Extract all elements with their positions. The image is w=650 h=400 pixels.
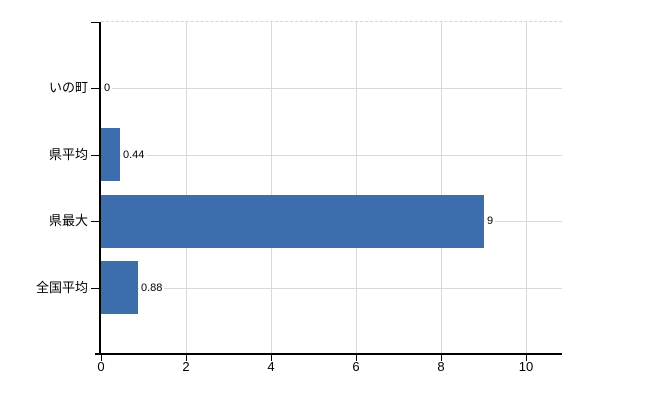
y-axis-tick (91, 22, 99, 23)
y-axis-tick (91, 155, 99, 156)
category-label: 県平均 (48, 147, 88, 162)
y-axis-tick (91, 88, 99, 89)
category-label: 県最大 (48, 213, 88, 228)
y-axis-tick (91, 288, 99, 289)
x-tick-label: 4 (267, 359, 275, 374)
category-label: いの町 (48, 80, 88, 95)
bar (101, 128, 120, 181)
x-axis-tick (441, 355, 442, 361)
x-tick-label: 10 (518, 359, 534, 374)
gridline-vertical (271, 22, 272, 354)
plot-top-border (101, 21, 562, 22)
category-label: 全国平均 (35, 280, 88, 295)
y-axis-tick (91, 221, 99, 222)
x-axis-tick (271, 355, 272, 361)
x-axis-tick (526, 355, 527, 361)
bar-value-label: 0.44 (121, 148, 147, 162)
gridline-vertical (356, 22, 357, 354)
bar-value-label: 0 (102, 81, 113, 95)
x-axis-line (95, 353, 562, 355)
x-axis-tick (186, 355, 187, 361)
x-tick-label: 2 (182, 359, 190, 374)
x-axis-tick (101, 355, 102, 361)
x-tick-label: 8 (437, 359, 445, 374)
x-axis-tick (356, 355, 357, 361)
gridline-horizontal (101, 155, 562, 156)
bar-value-label: 9 (485, 214, 496, 228)
x-tick-label: 0 (97, 359, 105, 374)
gridline-vertical (526, 22, 527, 354)
gridline-horizontal (101, 88, 562, 89)
gridline-horizontal (101, 288, 562, 289)
bar (101, 195, 484, 248)
x-tick-label: 6 (352, 359, 360, 374)
gridline-vertical (186, 22, 187, 354)
bar (101, 261, 138, 314)
y-axis-line (99, 22, 101, 354)
gridline-vertical (441, 22, 442, 354)
bar-value-label: 0.88 (139, 281, 165, 295)
